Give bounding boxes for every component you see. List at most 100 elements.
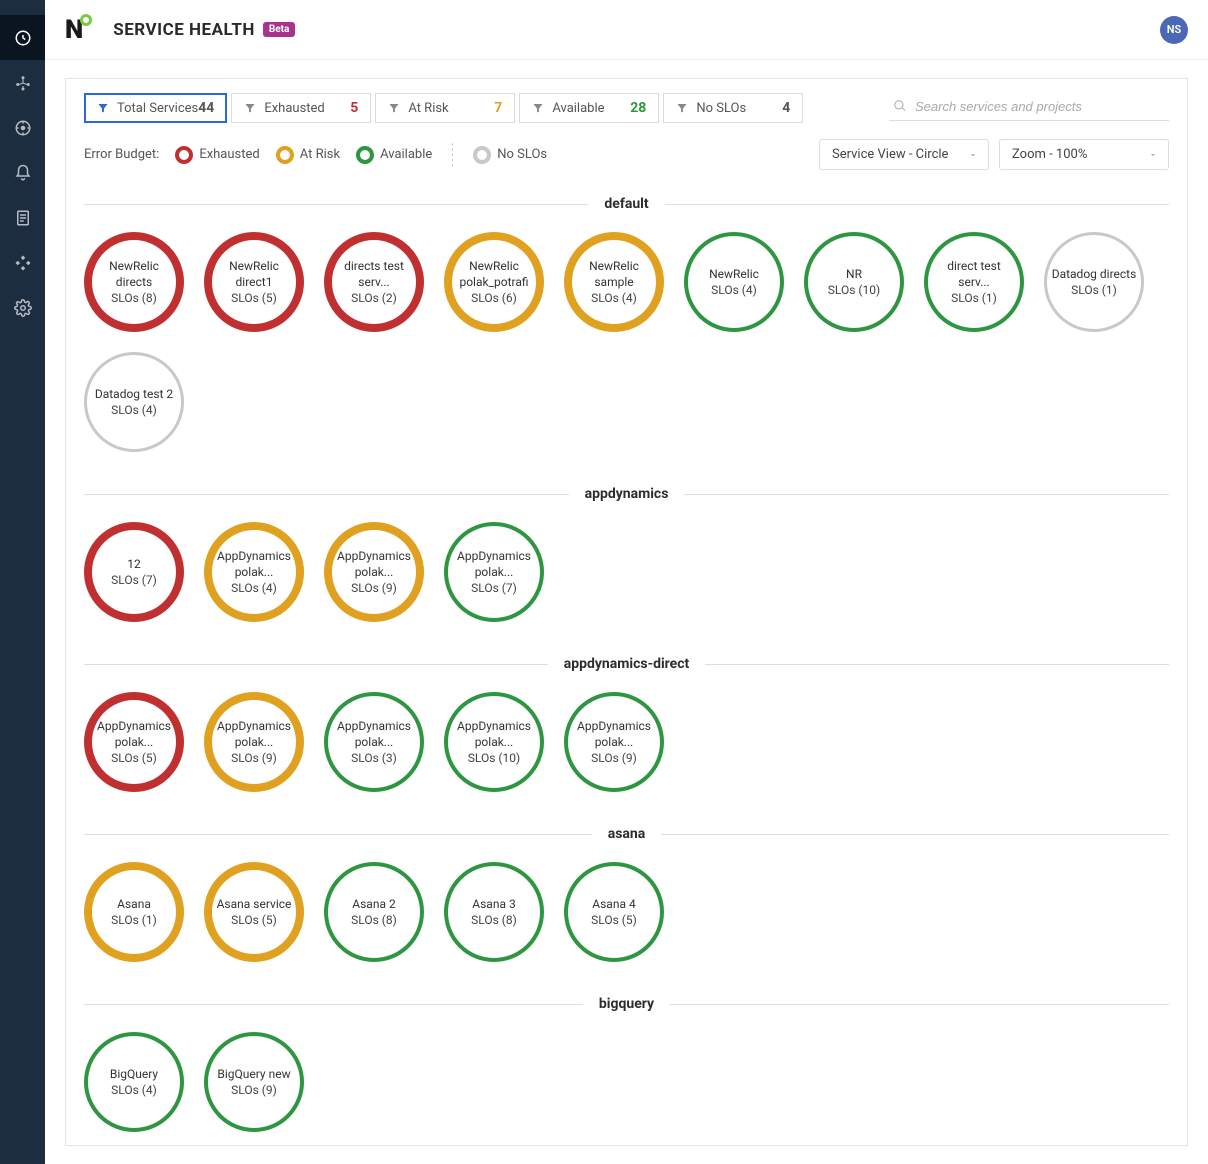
service-circle[interactable]: AppDynamicspolak...SLOs (7) xyxy=(444,522,544,622)
service-slo-count: SLOs (8) xyxy=(351,912,397,928)
service-circle[interactable]: AsanaSLOs (1) xyxy=(84,862,184,962)
service-circle[interactable]: Datadog directsSLOs (1) xyxy=(1044,232,1144,332)
service-slo-count: SLOs (7) xyxy=(471,580,517,596)
circles-row: AsanaSLOs (1)Asana serviceSLOs (5)Asana … xyxy=(84,848,1169,986)
search-input[interactable] xyxy=(889,93,1169,121)
service-circle[interactable]: BigQuery newSLOs (9) xyxy=(204,1032,304,1132)
service-name-line1: AppDynamics xyxy=(217,548,291,564)
nav-health-icon[interactable] xyxy=(0,15,45,60)
filter-group: Total Services44 Exhausted 5 At Risk 7 Availa… xyxy=(84,93,803,123)
service-slo-count: SLOs (10) xyxy=(828,282,880,298)
filter-available[interactable]: Available28 xyxy=(519,93,659,123)
service-circle[interactable]: BigQuerySLOs (4) xyxy=(84,1032,184,1132)
service-name-line2: directs xyxy=(116,274,152,290)
service-circle[interactable]: 12SLOs (7) xyxy=(84,522,184,622)
filter-count: 44 xyxy=(198,100,214,116)
service-circle[interactable]: AppDynamicspolak...SLOs (9) xyxy=(324,522,424,622)
filter-label: At Risk xyxy=(408,101,448,116)
service-slo-count: SLOs (4) xyxy=(591,290,637,306)
service-circle[interactable]: AppDynamicspolak...SLOs (3) xyxy=(324,692,424,792)
legend-ring-icon xyxy=(175,146,193,164)
nav-integrations-icon[interactable] xyxy=(0,240,45,285)
service-slo-count: SLOs (4) xyxy=(111,402,157,418)
service-name-line2: polak... xyxy=(475,734,514,750)
service-name-line1: BigQuery new xyxy=(217,1066,290,1082)
legend-red: Exhausted xyxy=(175,146,259,164)
service-slo-count: SLOs (8) xyxy=(111,290,157,306)
service-name-line1: NewRelic xyxy=(109,258,159,274)
service-circle[interactable]: Datadog test 2SLOs (4) xyxy=(84,352,184,452)
service-name-line1: NewRelic xyxy=(709,266,759,282)
circles-row: BigQuerySLOs (4)BigQuery newSLOs (9) xyxy=(84,1018,1169,1146)
section-header: bigquery xyxy=(84,996,1169,1012)
filter-label: Total Services xyxy=(117,101,198,116)
section-header: default xyxy=(84,196,1169,212)
legend-divider xyxy=(452,143,453,167)
nav-bell-icon[interactable] xyxy=(0,150,45,195)
filter-noslos[interactable]: No SLOs4 xyxy=(663,93,803,123)
filter-total[interactable]: Total Services44 xyxy=(84,93,227,123)
view-select[interactable]: Service View - Circle xyxy=(819,139,989,170)
nav-graph-icon[interactable] xyxy=(0,60,45,105)
legend-ring-icon xyxy=(356,146,374,164)
header: N SERVICE HEALTH Beta NS xyxy=(45,0,1208,60)
filter-count: 7 xyxy=(494,100,502,116)
service-slo-count: SLOs (5) xyxy=(111,750,157,766)
service-name-line1: Asana 2 xyxy=(352,896,395,912)
service-circle[interactable]: NewRelicSLOs (4) xyxy=(684,232,784,332)
service-name-line1: Asana 3 xyxy=(472,896,515,912)
nav-target-icon[interactable] xyxy=(0,105,45,150)
nav-settings-icon[interactable] xyxy=(0,285,45,330)
service-name-line2: polak... xyxy=(235,564,274,580)
service-circle[interactable]: Asana 4SLOs (5) xyxy=(564,862,664,962)
service-circle[interactable]: AppDynamicspolak...SLOs (10) xyxy=(444,692,544,792)
service-circle[interactable]: NewRelicpolak_potrafiSLOs (6) xyxy=(444,232,544,332)
view-select-value: Service View - Circle xyxy=(832,147,948,162)
service-slo-count: SLOs (4) xyxy=(231,580,277,596)
service-circle[interactable]: NewRelicsampleSLOs (4) xyxy=(564,232,664,332)
filter-count: 4 xyxy=(782,100,790,116)
service-name-line1: directs test xyxy=(344,258,404,274)
service-name-line1: BigQuery xyxy=(110,1066,158,1082)
filter-exhausted[interactable]: Exhausted 5 xyxy=(231,93,371,123)
chevron-down-icon xyxy=(968,150,978,160)
service-circle[interactable]: directs testserv...SLOs (2) xyxy=(324,232,424,332)
service-slo-count: SLOs (9) xyxy=(591,750,637,766)
filter-atrisk[interactable]: At Risk 7 xyxy=(375,93,515,123)
chevron-down-icon xyxy=(1148,150,1158,160)
section-name: default xyxy=(588,196,664,212)
service-circle[interactable]: Asana serviceSLOs (5) xyxy=(204,862,304,962)
filter-label: Exhausted xyxy=(264,101,324,116)
service-slo-count: SLOs (3) xyxy=(351,750,397,766)
service-name-line1: AppDynamics xyxy=(97,718,171,734)
service-circle[interactable]: Asana 2SLOs (8) xyxy=(324,862,424,962)
service-name-line1: NewRelic xyxy=(229,258,279,274)
legend-green: Available xyxy=(356,146,432,164)
service-name-line1: NR xyxy=(846,266,862,282)
nav-report-icon[interactable] xyxy=(0,195,45,240)
service-circle[interactable]: AppDynamicspolak...SLOs (9) xyxy=(564,692,664,792)
page-title: SERVICE HEALTH xyxy=(113,20,255,40)
service-name-line1: AppDynamics xyxy=(337,718,411,734)
service-slo-count: SLOs (9) xyxy=(231,1082,277,1098)
service-circle[interactable]: NewRelicdirectsSLOs (8) xyxy=(84,232,184,332)
service-slo-count: SLOs (9) xyxy=(231,750,277,766)
service-circle[interactable]: AppDynamicspolak...SLOs (5) xyxy=(84,692,184,792)
service-circle[interactable]: NewRelicdirect1SLOs (5) xyxy=(204,232,304,332)
service-circle[interactable]: NRSLOs (10) xyxy=(804,232,904,332)
avatar[interactable]: NS xyxy=(1160,16,1188,44)
service-name-line2: polak... xyxy=(355,734,394,750)
service-name-line2: polak... xyxy=(235,734,274,750)
service-slo-count: SLOs (2) xyxy=(351,290,397,306)
service-slo-count: SLOs (1) xyxy=(1071,282,1117,298)
service-circle[interactable]: direct testserv...SLOs (1) xyxy=(924,232,1024,332)
service-name-line1: NewRelic xyxy=(469,258,519,274)
filter-count: 5 xyxy=(350,100,358,116)
service-slo-count: SLOs (9) xyxy=(351,580,397,596)
service-circle[interactable]: AppDynamicspolak...SLOs (4) xyxy=(204,522,304,622)
zoom-select[interactable]: Zoom - 100% xyxy=(999,139,1169,170)
service-circle[interactable]: AppDynamicspolak...SLOs (9) xyxy=(204,692,304,792)
section-name: appdynamics-direct xyxy=(548,656,706,672)
service-circle[interactable]: Asana 3SLOs (8) xyxy=(444,862,544,962)
search-icon xyxy=(893,99,907,113)
